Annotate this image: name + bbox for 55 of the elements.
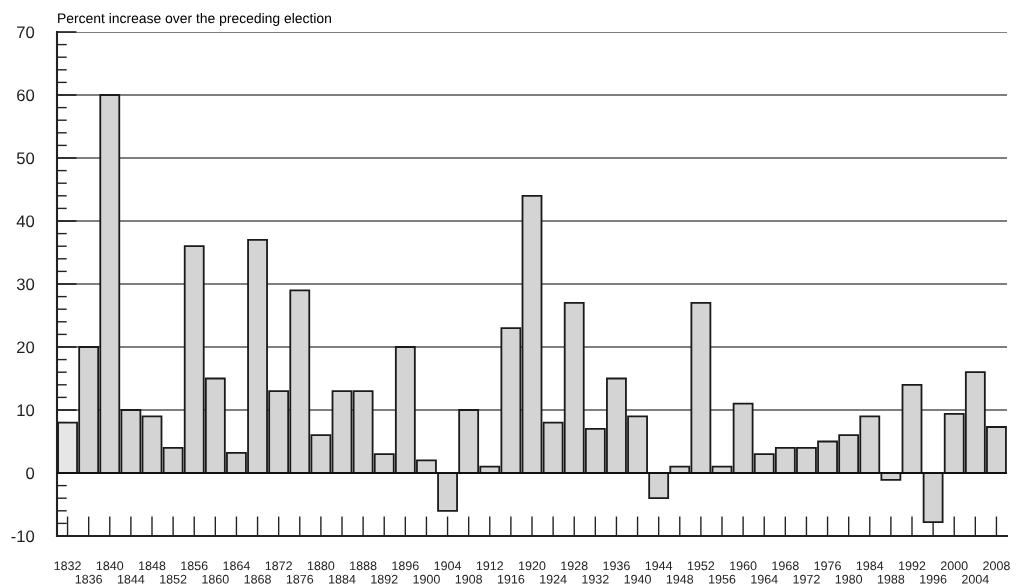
y-axis-title: Percent increase over the preceding election bbox=[58, 13, 331, 26]
x-tick-label: 1992 bbox=[899, 561, 926, 571]
x-tick-label: 1872 bbox=[265, 561, 292, 571]
x-tick-label: 1960 bbox=[730, 561, 757, 571]
y-tick-label: 50 bbox=[16, 152, 35, 165]
y-tick-label: 30 bbox=[16, 278, 35, 291]
x-tick-label: 1856 bbox=[181, 561, 208, 571]
x-tick-label: 1916 bbox=[497, 574, 525, 584]
x-tick-label: 1876 bbox=[286, 574, 314, 584]
y-tick-label: 70 bbox=[17, 26, 35, 39]
x-tick-label: 1936 bbox=[603, 561, 630, 571]
y-tick-label: 40 bbox=[16, 215, 35, 228]
x-tick-label: 1892 bbox=[371, 574, 398, 584]
x-tick-label: 1904 bbox=[434, 561, 462, 571]
x-tick-label: 1988 bbox=[877, 574, 905, 584]
x-tick-label: 1848 bbox=[139, 561, 166, 571]
x-tick-label: 2004 bbox=[962, 574, 989, 584]
x-tick-label: 2000 bbox=[940, 561, 968, 571]
x-tick-label: 1884 bbox=[329, 574, 356, 584]
y-tick-label: -10 bbox=[11, 530, 35, 543]
x-tick-label: 1908 bbox=[455, 574, 483, 584]
x-tick-label: 1852 bbox=[160, 574, 187, 584]
y-tick-label: 60 bbox=[17, 89, 35, 102]
x-tick-label: 1920 bbox=[519, 561, 546, 571]
x-tick-label: 1964 bbox=[751, 574, 778, 584]
x-tick-label: 1968 bbox=[772, 561, 799, 571]
x-tick-label: 1900 bbox=[413, 574, 440, 584]
y-tick-label: 10 bbox=[17, 404, 35, 417]
x-tick-label: 1956 bbox=[709, 574, 736, 584]
x-tick-label: 1948 bbox=[666, 574, 694, 584]
x-tick-label: 1844 bbox=[117, 574, 145, 584]
x-tick-label: 1840 bbox=[96, 561, 124, 571]
x-tick-label: 1984 bbox=[856, 561, 884, 571]
x-tick-label: 1832 bbox=[54, 561, 81, 571]
x-tick-label: 1860 bbox=[202, 574, 229, 584]
x-tick-label: 2008 bbox=[983, 561, 1010, 571]
x-tick-label: 1896 bbox=[392, 561, 419, 571]
x-tick-label: 1928 bbox=[561, 561, 588, 571]
x-tick-label: 1864 bbox=[223, 561, 250, 571]
x-tick-label: 1924 bbox=[540, 574, 567, 584]
x-tick-label: 1888 bbox=[350, 561, 377, 571]
x-tick-label: 1944 bbox=[645, 561, 673, 571]
x-tick-label: 1996 bbox=[920, 574, 947, 584]
x-tick-label: 1952 bbox=[687, 561, 715, 571]
y-tick-label: 20 bbox=[17, 341, 35, 354]
x-tick-label: 1976 bbox=[814, 561, 841, 571]
x-tick-label: 1880 bbox=[307, 561, 335, 571]
x-tick-label: 1940 bbox=[624, 574, 651, 584]
x-tick-label: 1980 bbox=[835, 574, 863, 584]
x-tick-label: 1932 bbox=[582, 574, 609, 584]
x-tick-label: 1912 bbox=[476, 561, 504, 571]
y-tick-label: 0 bbox=[26, 467, 35, 480]
x-tick-label: 1868 bbox=[244, 574, 271, 584]
x-tick-label: 1972 bbox=[793, 574, 820, 584]
x-tick-label: 1836 bbox=[75, 574, 103, 584]
